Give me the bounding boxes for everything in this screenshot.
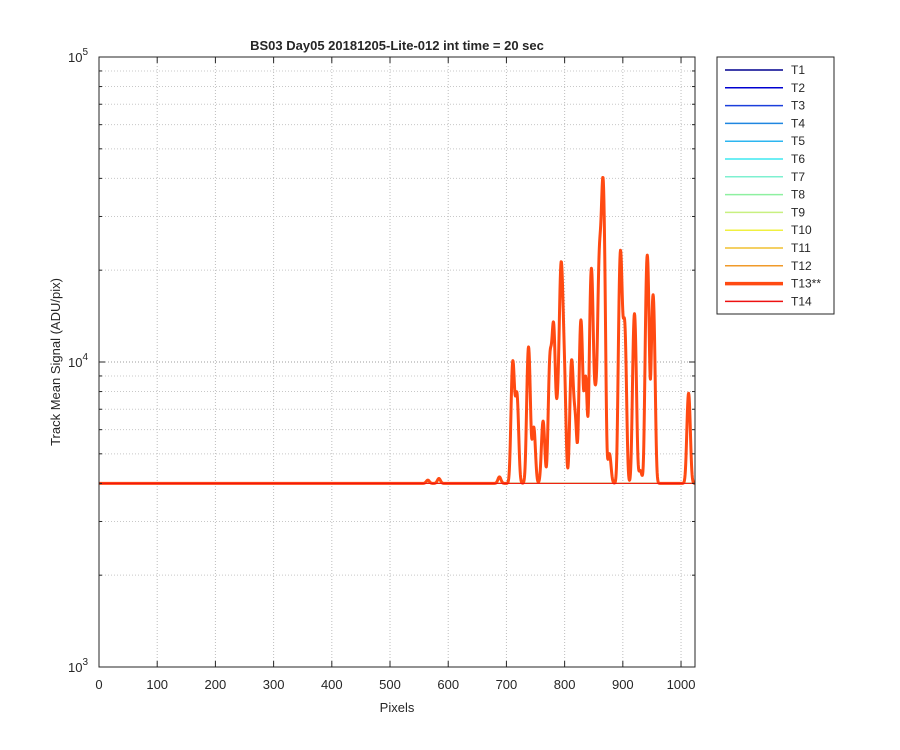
legend-label: T5 bbox=[791, 134, 805, 148]
y-tick-label: 105 bbox=[68, 47, 88, 65]
x-tick-label: 900 bbox=[612, 677, 634, 692]
legend-label: T3 bbox=[791, 99, 805, 113]
x-ticks: 0 100 200 300 400 500 600 700 800 900 1000 bbox=[95, 57, 695, 692]
legend-label: T4 bbox=[791, 116, 805, 130]
x-tick-label: 600 bbox=[437, 677, 459, 692]
x-tick-label: 700 bbox=[496, 677, 518, 692]
legend-box bbox=[716, 56, 835, 315]
legend-label: T10 bbox=[791, 223, 812, 237]
x-tick-label: 500 bbox=[379, 677, 401, 692]
x-tick-label: 800 bbox=[554, 677, 576, 692]
x-tick-label: 0 bbox=[95, 677, 102, 692]
legend-label: T14 bbox=[791, 294, 812, 308]
chart-title: BS03 Day05 20181205-Lite-012 int time = … bbox=[250, 38, 544, 53]
x-tick-label: 300 bbox=[263, 677, 285, 692]
legend-label: T13** bbox=[791, 277, 821, 291]
legend-label: T9 bbox=[791, 205, 805, 219]
y-tick-label: 103 bbox=[68, 657, 88, 675]
x-tick-label: 100 bbox=[146, 677, 168, 692]
y-ticks: 103 104 105 bbox=[68, 47, 695, 675]
legend-label: T7 bbox=[791, 170, 805, 184]
legend-label: T11 bbox=[791, 241, 811, 255]
x-axis-label: Pixels bbox=[380, 700, 415, 715]
series-lines bbox=[97, 175, 697, 485]
x-tick-label: 1000 bbox=[667, 677, 696, 692]
y-tick-label: 104 bbox=[68, 352, 88, 370]
legend-label: T1 bbox=[791, 63, 805, 77]
legend: T1 T2 T3 T4 T5 T6 T7 T8 T9 T10 T11 T12 T13** T14 bbox=[716, 56, 835, 315]
legend-label: T12 bbox=[791, 259, 812, 273]
legend-label: T2 bbox=[791, 81, 805, 95]
x-tick-label: 400 bbox=[321, 677, 343, 692]
grid-lines bbox=[98, 57, 695, 667]
legend-items: T1 T2 T3 T4 T5 T6 T7 T8 T9 T10 T11 T12 T13** T14 bbox=[725, 63, 821, 308]
y-axis-label: Track Mean Signal (ADU/pix) bbox=[48, 278, 63, 446]
legend-label: T6 bbox=[791, 152, 805, 166]
x-tick-label: 200 bbox=[205, 677, 227, 692]
legend-label: T8 bbox=[791, 188, 805, 202]
